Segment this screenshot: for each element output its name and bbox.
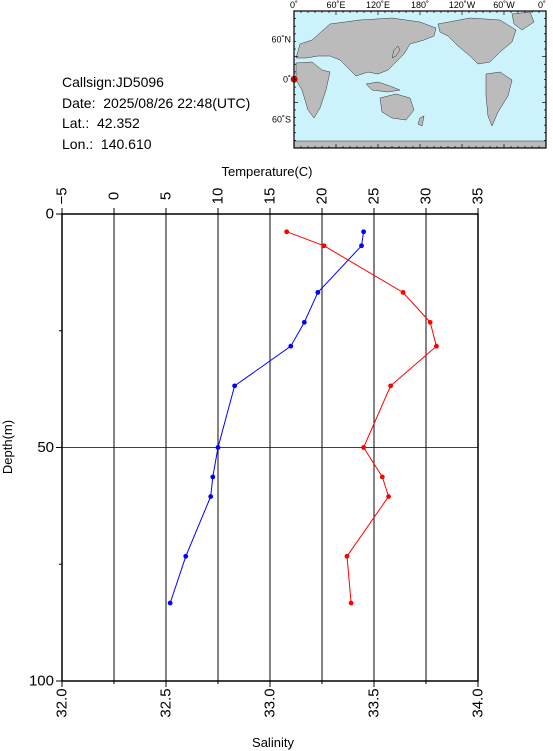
salinity-point bbox=[400, 290, 406, 295]
salinity-tick-label: 33.5 bbox=[366, 688, 383, 717]
temperature-tick-label: 20 bbox=[314, 188, 331, 205]
temperature-tick-labels: −5 0 5 10 15 20 25 30 35 bbox=[54, 187, 487, 204]
temperature-tick-label: 0 bbox=[106, 192, 123, 200]
series-layer bbox=[167, 229, 439, 606]
map-longitude-label: 120˚E bbox=[366, 0, 390, 10]
callsign: Callsign:JD5096 bbox=[62, 74, 164, 90]
axis-ticks bbox=[56, 208, 479, 687]
temperature-tick-label: 35 bbox=[470, 188, 487, 205]
salinity-point bbox=[388, 383, 394, 389]
map-longitude-label: 120˚W bbox=[449, 0, 476, 10]
map-land bbox=[293, 11, 547, 149]
depth-axis-title: Depth(m) bbox=[0, 420, 15, 474]
salinity-point bbox=[427, 319, 433, 325]
salinity-point bbox=[361, 445, 366, 450]
map-longitude-label: 60˚W bbox=[493, 0, 515, 10]
temperature-tick-label: −5 bbox=[54, 187, 71, 204]
temperature-tick-label: 30 bbox=[418, 188, 435, 205]
map-longitude-label: 0˚ bbox=[538, 0, 546, 10]
observation-date: Date: 2025/08/26 22:48(UTC) bbox=[62, 94, 251, 111]
salinity-point bbox=[379, 474, 385, 480]
salinity-point bbox=[344, 553, 350, 559]
salinity-tick-label: 33.0 bbox=[262, 688, 279, 717]
temperature-point bbox=[315, 290, 321, 295]
salinity-tick-label: 32.5 bbox=[158, 688, 175, 717]
station-info: Callsign:JD5096 Date: 2025/08/26 22:48(U… bbox=[62, 72, 250, 154]
profile-chart: −5 0 5 10 15 20 25 30 35 32.0 32.5 33.0 33.5 34.0 05… bbox=[0, 164, 487, 750]
map-longitude-label: 0˚ bbox=[290, 0, 298, 10]
salinity-axis-title: Salinity bbox=[252, 735, 294, 750]
map-latitude-label: 0˚ bbox=[283, 75, 291, 85]
temperature-point bbox=[301, 319, 307, 325]
temperature-axis-title: Temperature(C) bbox=[221, 164, 312, 179]
map-latitude-labels: 60˚N 0˚ 60˚S bbox=[271, 35, 291, 125]
map-longitude-label: 180˚ bbox=[411, 0, 429, 10]
salinity-tick-label: 34.0 bbox=[470, 688, 487, 717]
map-longitude-label: 60˚E bbox=[326, 0, 345, 10]
salinity-point bbox=[434, 343, 439, 349]
map-latitude-label: 60˚S bbox=[272, 115, 291, 125]
latitude: Lat.: 42.352 bbox=[62, 115, 140, 131]
temperature-point bbox=[359, 243, 364, 249]
grid bbox=[61, 214, 479, 681]
temperature-point bbox=[361, 229, 366, 235]
map-frame bbox=[293, 10, 547, 149]
temperature-tick-label: 25 bbox=[366, 188, 383, 205]
salinity-point bbox=[321, 243, 327, 249]
salinity-tick-labels: 32.0 32.5 33.0 33.5 34.0 bbox=[54, 688, 487, 717]
world-map: 0˚ 60˚E 120˚E 180˚ 120˚W 60˚W 0˚ 60˚N 0˚ 60˚S bbox=[271, 0, 547, 149]
temperature-point bbox=[167, 600, 173, 606]
salinity-point bbox=[284, 229, 290, 235]
depth-tick-label: 0 bbox=[46, 206, 54, 223]
salinity-point bbox=[348, 600, 354, 606]
depth-tick-labels: 0 50 100 bbox=[29, 206, 54, 690]
temperature-point bbox=[208, 494, 214, 499]
salinity-point bbox=[386, 494, 391, 499]
temperature-point bbox=[183, 553, 189, 559]
map-latitude-label: 60˚N bbox=[271, 35, 291, 45]
map-longitude-labels: 0˚ 60˚E 120˚E 180˚ 120˚W 60˚W 0˚ bbox=[290, 0, 546, 10]
temperature-point bbox=[215, 445, 221, 450]
salinity-tick-label: 32.0 bbox=[54, 688, 71, 717]
temperature-tick-label: 15 bbox=[262, 188, 279, 205]
temperature-point bbox=[288, 343, 294, 349]
temperature-tick-label: 10 bbox=[210, 188, 227, 205]
depth-tick-label: 50 bbox=[37, 439, 54, 456]
longitude: Lon.: 140.610 bbox=[62, 135, 152, 152]
temperature-tick-label: 5 bbox=[158, 192, 175, 200]
temperature-point bbox=[210, 474, 216, 480]
temperature-point bbox=[232, 383, 238, 389]
depth-tick-label: 100 bbox=[29, 673, 54, 690]
